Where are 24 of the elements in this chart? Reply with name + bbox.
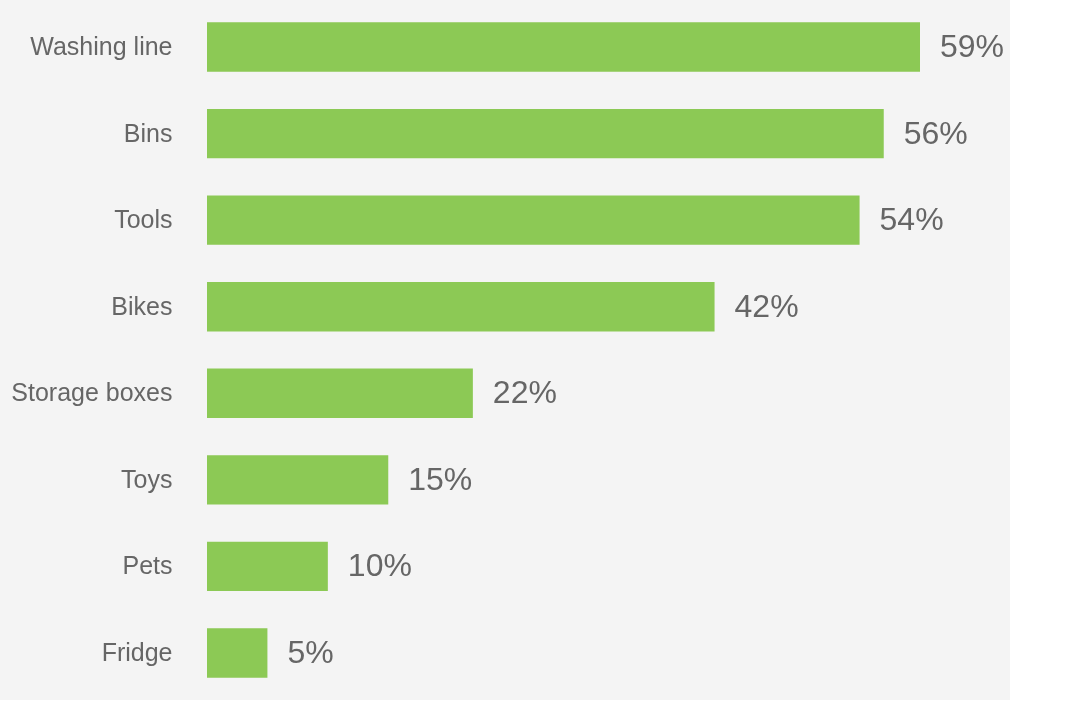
bar	[207, 541, 328, 592]
data-label: 15%	[408, 460, 473, 497]
data-label: 42%	[734, 287, 799, 324]
data-label: 59%	[940, 27, 1005, 64]
y-tick-label: Washing line	[30, 31, 173, 60]
bar	[207, 455, 389, 505]
data-label: 54%	[879, 201, 944, 238]
bar	[207, 282, 715, 332]
bar	[207, 22, 920, 72]
data-label: 22%	[492, 374, 557, 411]
bar	[207, 368, 473, 418]
y-tick-label: Fridge	[101, 638, 173, 667]
data-label: 5%	[287, 634, 334, 671]
data-label: 56%	[903, 114, 968, 151]
bar	[207, 108, 884, 159]
y-tick-label: Storage boxes	[11, 378, 173, 407]
y-tick-label: Toys	[121, 464, 173, 493]
y-tick-label: Bikes	[111, 291, 173, 320]
bar	[207, 628, 268, 678]
y-tick-label: Bins	[123, 118, 173, 147]
data-label: 10%	[347, 547, 412, 584]
bar	[207, 195, 860, 245]
y-tick-label: Pets	[122, 551, 173, 580]
y-tick-label: Tools	[114, 205, 173, 234]
